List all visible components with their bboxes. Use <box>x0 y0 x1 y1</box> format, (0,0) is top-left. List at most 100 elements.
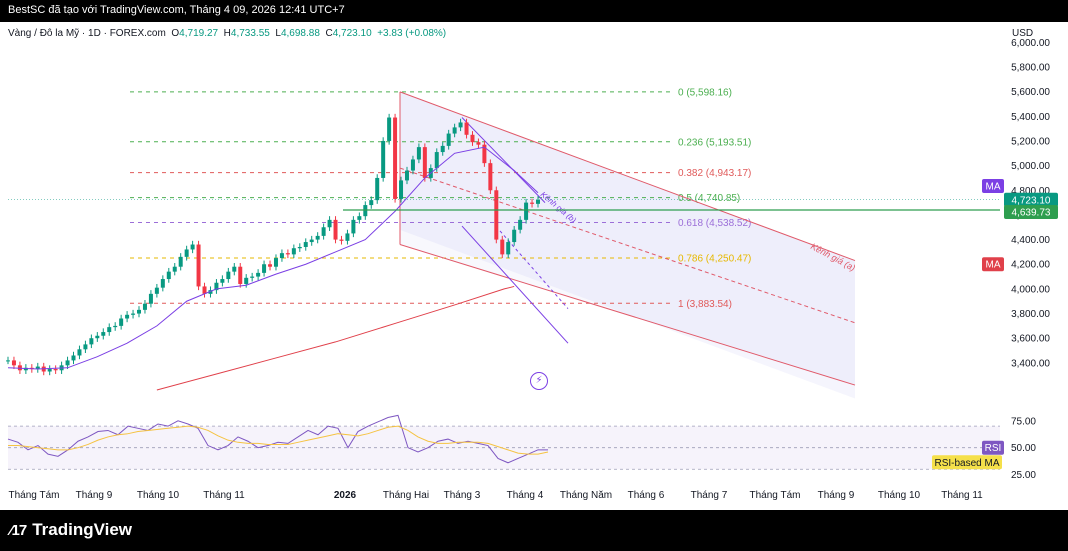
tradingview-logo-icon: ⁄17 <box>10 521 27 539</box>
candle-body <box>393 117 398 199</box>
candle-body <box>77 349 82 356</box>
candle-body <box>333 219 338 240</box>
candle-body <box>244 277 249 284</box>
candle-body <box>11 360 16 366</box>
candle-body <box>273 258 278 267</box>
fib-label: 0.5 (4,740.85) <box>678 193 740 204</box>
rsi-band <box>8 426 1000 470</box>
channel-a-upper <box>399 91 856 262</box>
time-tick-label: Tháng Tám <box>750 490 801 501</box>
price-tick-label: 3,600.00 <box>1011 334 1050 345</box>
time-tick-label: Tháng 11 <box>203 490 245 501</box>
candle-body <box>410 159 415 171</box>
rsi-tick-label: 50.00 <box>1011 443 1036 454</box>
candle-body <box>536 199 540 204</box>
candle-body <box>291 248 296 255</box>
high-label: H <box>223 28 231 39</box>
candle-body <box>220 279 225 283</box>
time-tick-label: Tháng Tám <box>9 490 60 501</box>
candle-body <box>137 309 142 314</box>
candle-body <box>154 287 159 294</box>
footer-bar: ⁄17 TradingView <box>0 510 1068 551</box>
candle-body <box>482 144 487 164</box>
candle-body <box>512 229 517 243</box>
candle-body <box>262 264 267 273</box>
close-value: 4,723.10 <box>332 28 372 39</box>
rsi-tick-label: 75.00 <box>1011 416 1036 427</box>
candle-body <box>506 242 511 255</box>
candle-body <box>303 242 308 247</box>
high-value: 4,733.55 <box>230 28 270 39</box>
chart-panel[interactable]: 0 (5,598.16) 0.236 (5,193.51) 0.382 (4,943… <box>0 22 1068 510</box>
candle-body <box>440 145 445 153</box>
low-label: L <box>275 28 281 39</box>
currency-label[interactable]: USD <box>1012 28 1034 39</box>
lightning-icon[interactable]: ⚡ <box>530 372 548 390</box>
candle-body <box>89 338 94 345</box>
time-tick-label: Tháng Năm <box>560 490 612 501</box>
candle-body <box>285 253 290 255</box>
channel-b-lower <box>461 225 569 344</box>
candle-body <box>113 325 118 328</box>
candle-body <box>500 239 505 255</box>
candle-body <box>196 244 201 287</box>
candle-body <box>488 163 493 191</box>
candle-body <box>458 122 463 128</box>
symbol-name: Vàng / Đô la Mỹ · 1D · FOREX.com <box>8 28 166 39</box>
candle-body <box>226 271 231 280</box>
price-tick-label: 3,400.00 <box>1011 358 1050 369</box>
channel-b-mid <box>499 230 569 309</box>
fib-label: 0 (5,598.16) <box>678 87 732 98</box>
tradingview-logo-text: TradingView <box>32 520 133 539</box>
candle-body <box>446 133 451 146</box>
rsi-badge: RSI <box>985 443 1002 454</box>
candle-body <box>202 286 207 294</box>
candle-body <box>178 256 183 267</box>
time-tick-label: Tháng 7 <box>691 490 728 501</box>
candle-body <box>321 227 326 236</box>
candle-body <box>279 253 284 259</box>
time-tick-label: Tháng 10 <box>137 490 180 501</box>
tradingview-logo[interactable]: ⁄17 TradingView <box>10 520 132 540</box>
header-text: BestSC đã tạo với TradingView.com, Tháng… <box>8 4 345 16</box>
candle-body <box>250 276 255 278</box>
candle-body <box>208 290 213 294</box>
horizontal-level <box>8 199 1000 211</box>
time-tick-label: Tháng 9 <box>76 490 113 501</box>
price-series <box>6 113 540 391</box>
candle-body <box>375 177 380 201</box>
price-tick-label: 5,200.00 <box>1011 136 1050 147</box>
candle-body <box>95 335 100 339</box>
candle-body <box>35 366 40 370</box>
price-tick-label: 5,800.00 <box>1011 62 1050 73</box>
time-tick-label: Tháng 9 <box>818 490 855 501</box>
candle-body <box>452 127 457 134</box>
horizontal-level-badge: 4,639.73 <box>1012 208 1051 219</box>
channel-a-mid <box>399 167 856 324</box>
symbol-legend: Vàng / Đô la Mỹ · 1D · FOREX.com O4,719.… <box>8 28 446 39</box>
rsi-ma-badge-bg <box>932 455 1002 470</box>
candle-body <box>6 360 10 362</box>
chart-canvas[interactable]: 0 (5,598.16) 0.236 (5,193.51) 0.382 (4,943… <box>0 22 1068 510</box>
candle-body <box>351 219 356 234</box>
price-tick-label: 4,200.00 <box>1011 260 1050 271</box>
rsi-ma-line <box>8 425 549 455</box>
price-tick-label: 4,000.00 <box>1011 284 1050 295</box>
candle-body <box>53 369 58 371</box>
candle-body <box>148 293 153 304</box>
candle-body <box>65 360 70 366</box>
price-tick-label: 5,000.00 <box>1011 161 1050 172</box>
candle-body <box>238 266 243 284</box>
candle-body <box>83 344 88 350</box>
candle-body <box>232 266 237 272</box>
ma-bottom-badge-bg <box>982 257 1004 272</box>
price-tick-label: 4,400.00 <box>1011 235 1050 246</box>
ma-bottom-badge: MA <box>986 260 1001 271</box>
candle-body <box>125 314 130 319</box>
rsi-ma-badge: RSI-based MA <box>934 458 999 469</box>
axis-badges: MA MA 4,723.10 4,639.73 RSI RSI-based MA <box>932 178 1058 470</box>
fib-label: 0.382 (4,943.17) <box>678 168 751 179</box>
time-tick-label: 2026 <box>334 490 357 501</box>
candle-body <box>416 147 421 160</box>
candle-body <box>315 235 320 240</box>
